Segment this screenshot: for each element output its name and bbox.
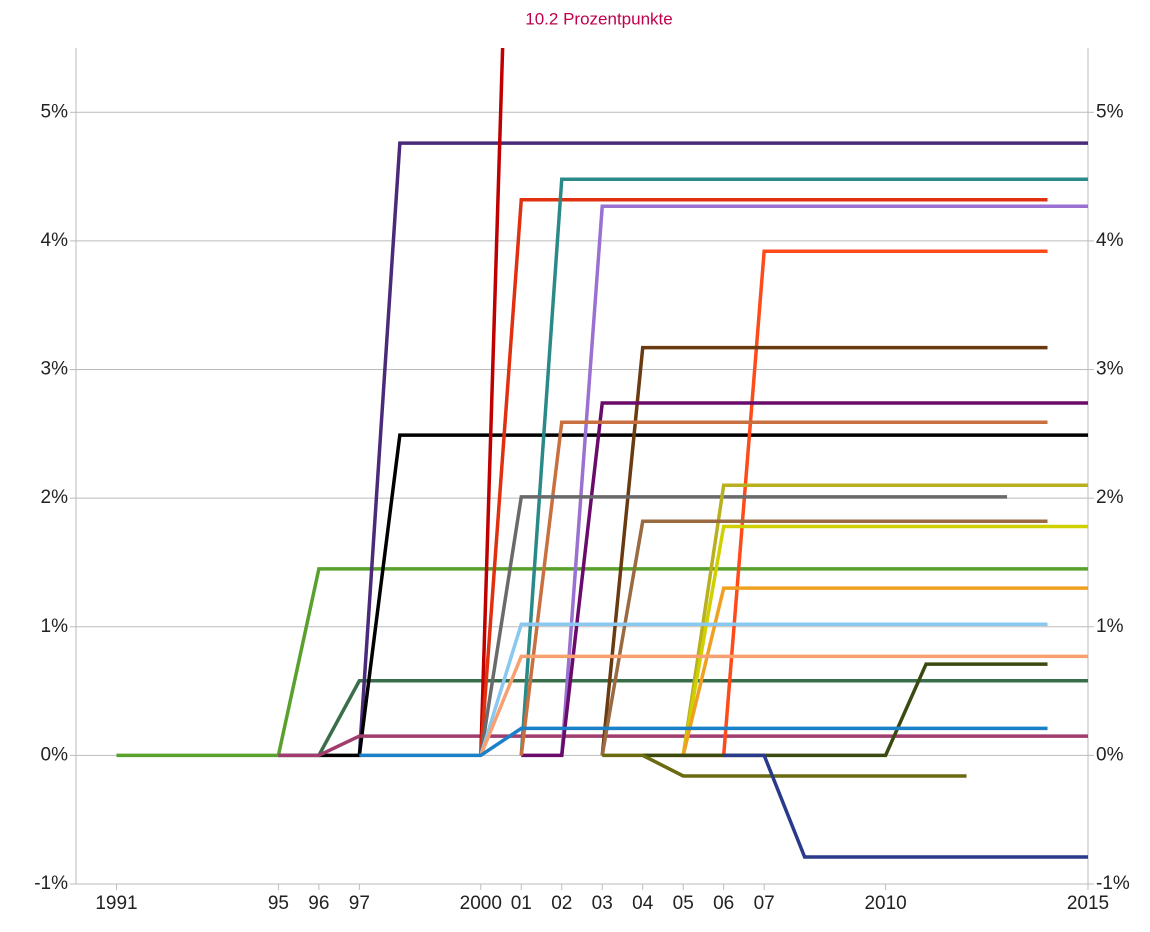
x-tick-label: 04	[632, 893, 654, 914]
y-tick-label: 0%	[41, 744, 69, 765]
x-tick-label: 1991	[95, 893, 137, 914]
y2-tick-label: -1%	[1096, 873, 1130, 894]
series-line	[519, 177, 1088, 756]
series-line	[278, 679, 1088, 758]
series-line	[521, 401, 1088, 758]
series-line	[642, 662, 1048, 758]
x-tick-label: 02	[551, 893, 572, 914]
x-tick-label: 2010	[864, 893, 906, 914]
x-tick-label: 05	[673, 893, 694, 914]
series-line	[519, 420, 1048, 756]
series-line	[683, 249, 1048, 758]
x-tick-label: 2015	[1067, 893, 1109, 914]
series-line	[357, 141, 1088, 756]
x-tick-label: 07	[754, 893, 775, 914]
x-tick-label: 95	[268, 893, 289, 914]
series-line	[479, 48, 505, 756]
series-line	[681, 524, 1088, 756]
y2-tick-label: 2%	[1096, 487, 1124, 508]
series-line	[602, 753, 967, 778]
series-line	[359, 726, 1048, 758]
series-line	[642, 586, 1088, 758]
y-tick-label: 4%	[41, 230, 69, 251]
y2-tick-label: 5%	[1096, 101, 1124, 122]
series-line	[318, 433, 1088, 758]
y2-tick-label: 1%	[1096, 616, 1124, 637]
x-tick-label: 03	[592, 893, 613, 914]
x-tick-label: 97	[349, 893, 370, 914]
series-line	[600, 345, 1048, 756]
plot-lines	[116, 48, 1088, 859]
series-line	[479, 622, 1048, 756]
y2-tick-label: 4%	[1096, 230, 1124, 251]
x-tick-label: 06	[713, 893, 734, 914]
y-tick-label: 2%	[41, 487, 69, 508]
x-tick-label: 2000	[460, 893, 502, 914]
series-line	[723, 753, 1088, 859]
annotation: 10.2 Prozentpunkte	[525, 9, 672, 28]
y-tick-label: 1%	[41, 616, 69, 637]
x-tick-label: 01	[511, 893, 532, 914]
y2-tick-label: 0%	[1096, 744, 1124, 765]
series-line	[560, 204, 1088, 756]
y-tick-label: 5%	[41, 101, 69, 122]
series-line	[600, 519, 1048, 756]
y2-tick-label: 3%	[1096, 359, 1124, 380]
y-tick-label: 3%	[41, 359, 69, 380]
series-line	[479, 495, 1008, 756]
series-line	[681, 483, 1088, 756]
y-tick-label: -1%	[34, 873, 68, 894]
series-line	[479, 198, 1048, 756]
series-line	[479, 654, 1088, 757]
series-line	[278, 734, 1088, 758]
x-tick-label: 96	[308, 893, 329, 914]
